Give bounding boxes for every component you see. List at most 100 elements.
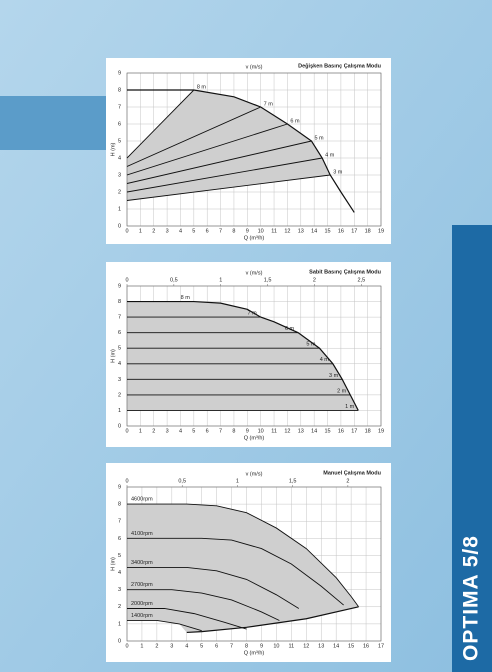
curve-label: 1 m xyxy=(345,404,355,410)
x2-tick-label: 0,5 xyxy=(170,277,178,283)
max-curve xyxy=(186,606,359,634)
curve-label: 4 m xyxy=(320,357,330,363)
x-tick-label: 16 xyxy=(363,643,369,649)
x-tick-label: 6 xyxy=(206,228,209,234)
y-tick-label: 2 xyxy=(118,392,121,398)
x2-tick-label: 2 xyxy=(346,478,349,484)
curve-label: 7 m xyxy=(264,101,274,107)
x-tick-label: 17 xyxy=(378,643,384,649)
x-tick-label: 13 xyxy=(298,228,304,234)
curve-label: 2 m xyxy=(337,388,347,394)
y-tick-label: 9 xyxy=(118,283,121,289)
x-tick-label: 1 xyxy=(139,228,142,234)
x-tick-label: 12 xyxy=(303,643,309,649)
x2-tick-label: 0 xyxy=(125,277,128,283)
curve xyxy=(126,174,331,201)
curve-label: 2000rpm xyxy=(131,601,153,607)
y-tick-label: 8 xyxy=(118,87,121,93)
y-tick-label: 0 xyxy=(118,423,121,429)
x2-tick-label: 1 xyxy=(219,277,222,283)
x2-tick-label: 1 xyxy=(236,478,239,484)
x-tick-label: 13 xyxy=(318,643,324,649)
plot-frame xyxy=(126,285,382,427)
curve xyxy=(126,140,312,184)
curve xyxy=(126,157,323,193)
x-tick-label: 1 xyxy=(140,643,143,649)
curve xyxy=(127,537,344,606)
x-tick-label: 18 xyxy=(365,428,371,434)
y-tick-label: 7 xyxy=(118,519,121,525)
curve xyxy=(127,503,359,608)
curve-label: 8 m xyxy=(197,84,207,90)
x-tick-label: 4 xyxy=(179,428,182,434)
x-tick-label: 15 xyxy=(324,228,330,234)
curve xyxy=(127,608,247,630)
x-tick-label: 16 xyxy=(338,428,344,434)
y-tick-label: 6 xyxy=(118,121,121,127)
curve xyxy=(126,106,261,167)
operating-area xyxy=(127,301,359,411)
x-tick-label: 15 xyxy=(348,643,354,649)
y-axis-label: H (m) xyxy=(110,557,116,571)
curve-label: 2700rpm xyxy=(131,582,153,588)
curve-label: 4600rpm xyxy=(131,497,153,503)
y-tick-label: 5 xyxy=(118,553,121,559)
x2-tick-label: 1,5 xyxy=(264,277,272,283)
plot-frame xyxy=(126,72,382,227)
x2-tick-label: 0 xyxy=(125,478,128,484)
curve-label: 6 m xyxy=(290,118,300,124)
max-curve xyxy=(127,300,359,411)
curve-label: 3 m xyxy=(333,169,343,175)
y-tick-label: 0 xyxy=(118,638,121,644)
x-tick-label: 9 xyxy=(246,228,249,234)
side-title: OPTIMA 5/8 xyxy=(460,535,483,661)
chart-title: Sabit Basınç Çalışma Modu xyxy=(309,269,381,275)
y-tick-label: 0 xyxy=(118,223,121,229)
curve-label: 7 m xyxy=(248,311,258,317)
operating-area xyxy=(127,504,359,633)
y-axis-label: H (m) xyxy=(110,349,116,363)
x-tick-label: 8 xyxy=(232,228,235,234)
x-tick-label: 19 xyxy=(378,228,384,234)
x-tick-label: 10 xyxy=(258,228,264,234)
curve xyxy=(126,89,195,159)
curve-label: 8 m xyxy=(181,295,191,301)
curve-label: 3 m xyxy=(329,373,339,379)
y-tick-label: 4 xyxy=(118,155,121,161)
y-tick-label: 7 xyxy=(118,104,121,110)
x-tick-label: 14 xyxy=(311,428,317,434)
x-tick-label: 5 xyxy=(192,228,195,234)
x-tick-label: 3 xyxy=(166,228,169,234)
x-tick-label: 2 xyxy=(152,428,155,434)
y-tick-label: 2 xyxy=(118,189,121,195)
y-tick-label: 8 xyxy=(118,299,121,305)
chart-title: Manuel Çalışma Modu xyxy=(323,470,381,476)
x2-tick-label: 0,5 xyxy=(178,478,186,484)
x-tick-label: 4 xyxy=(185,643,188,649)
x-tick-label: 6 xyxy=(206,428,209,434)
y-tick-label: 3 xyxy=(118,587,121,593)
x-tick-label: 5 xyxy=(200,643,203,649)
x-tick-label: 17 xyxy=(351,228,357,234)
x-tick-label: 6 xyxy=(215,643,218,649)
x-tick-label: 1 xyxy=(139,428,142,434)
x-tick-label: 13 xyxy=(298,428,304,434)
curve xyxy=(127,620,202,632)
x-tick-label: 4 xyxy=(179,228,182,234)
x-tick-label: 2 xyxy=(152,228,155,234)
x-tick-label: 8 xyxy=(245,643,248,649)
x-tick-label: 19 xyxy=(378,428,384,434)
x-tick-label: 3 xyxy=(166,428,169,434)
operating-area xyxy=(127,90,331,201)
y-tick-label: 9 xyxy=(118,70,121,76)
x-tick-label: 2 xyxy=(155,643,158,649)
curve-label: 5 m xyxy=(314,135,324,141)
y-tick-label: 9 xyxy=(118,484,121,490)
x-tick-label: 0 xyxy=(125,428,128,434)
y-tick-label: 6 xyxy=(118,536,121,542)
curve-label: 3400rpm xyxy=(131,560,153,566)
x-tick-label: 3 xyxy=(170,643,173,649)
curve xyxy=(126,123,288,176)
curve-label: 5 m xyxy=(306,342,316,348)
